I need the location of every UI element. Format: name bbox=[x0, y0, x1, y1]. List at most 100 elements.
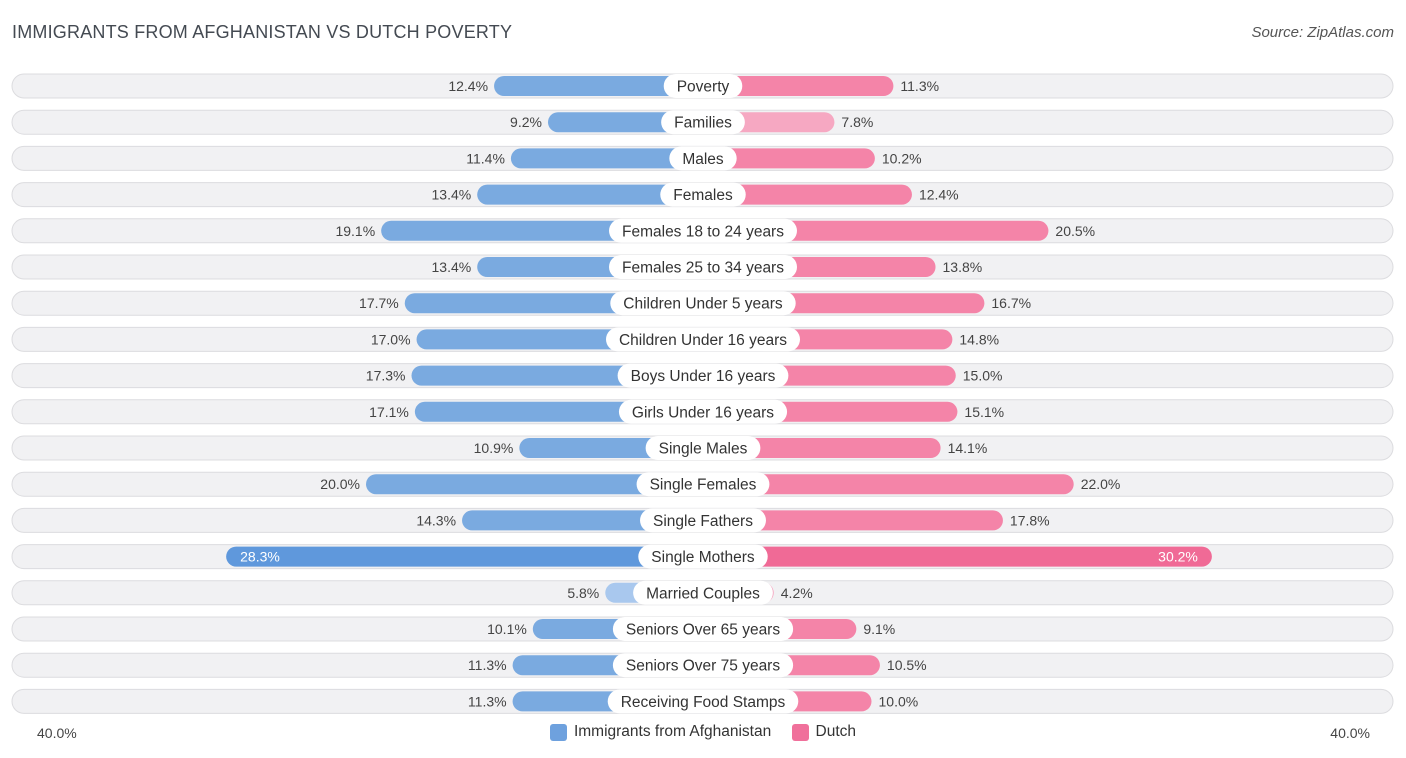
bar-row: 12.4% 11.3% Poverty bbox=[11, 73, 1394, 99]
value-label-afghanistan: 11.4% bbox=[466, 150, 505, 166]
category-pill bbox=[612, 653, 794, 678]
bar-dutch[interactable] bbox=[703, 184, 912, 205]
category-label: Families bbox=[674, 115, 732, 132]
category-label: Males bbox=[682, 151, 724, 168]
value-label-afghanistan: 12.4% bbox=[448, 78, 488, 94]
bar-row: 13.4% 13.8% Females 25 to 34 years bbox=[11, 254, 1394, 280]
bar-row: 11.3% 10.5% Seniors Over 75 years bbox=[11, 652, 1394, 678]
bar-dutch[interactable] bbox=[703, 148, 875, 169]
category-pill bbox=[610, 291, 796, 316]
value-label-afghanistan: 17.0% bbox=[371, 331, 411, 347]
legend: Immigrants from Afghanistan Dutch bbox=[0, 723, 1406, 746]
value-label-afghanistan: 14.3% bbox=[416, 512, 456, 528]
category-pill bbox=[640, 508, 766, 533]
category-label: Seniors Over 65 years bbox=[626, 622, 780, 639]
category-label: Married Couples bbox=[646, 585, 760, 602]
value-label-dutch: 4.2% bbox=[781, 585, 813, 601]
bar-row: 20.0% 22.0% Single Females bbox=[11, 471, 1394, 497]
chart-title: IMMIGRANTS FROM AFGHANISTAN VS DUTCH POV… bbox=[12, 22, 513, 42]
value-label-dutch: 15.0% bbox=[963, 368, 1003, 384]
bar-afghanistan[interactable] bbox=[366, 474, 703, 495]
category-pill bbox=[633, 580, 773, 605]
bar-row: 17.3% 15.0% Boys Under 16 years bbox=[11, 363, 1394, 389]
value-label-dutch: 14.8% bbox=[959, 331, 999, 347]
category-pill bbox=[609, 218, 797, 243]
value-label-dutch: 9.1% bbox=[863, 621, 895, 637]
category-label: Single Fathers bbox=[653, 513, 753, 530]
category-pill bbox=[605, 327, 801, 352]
bar-row: 10.1% 9.1% Seniors Over 65 years bbox=[11, 616, 1394, 642]
bar-dutch[interactable] bbox=[703, 76, 894, 96]
value-label-dutch: 12.4% bbox=[919, 187, 959, 203]
value-label-dutch: 10.0% bbox=[879, 693, 919, 709]
category-pill bbox=[661, 110, 745, 135]
source-label: Source: ZipAtlas.com bbox=[1251, 24, 1394, 41]
category-label: Children Under 5 years bbox=[623, 296, 783, 313]
value-label-dutch: 14.1% bbox=[948, 440, 988, 456]
bar-row: 5.8% 4.2% Married Couples bbox=[11, 580, 1394, 606]
value-label-dutch: 7.8% bbox=[841, 114, 873, 130]
bar-dutch[interactable] bbox=[703, 474, 1074, 495]
value-label-afghanistan: 17.3% bbox=[366, 368, 406, 384]
value-label-dutch: 10.5% bbox=[887, 657, 927, 673]
value-label-afghanistan: 13.4% bbox=[432, 259, 472, 275]
category-pill bbox=[607, 689, 799, 714]
bar-row: 17.7% 16.7% Children Under 5 years bbox=[11, 290, 1394, 316]
axis-right-label: 40.0% bbox=[1330, 725, 1370, 741]
legend-swatch-dutch bbox=[791, 723, 809, 741]
category-label: Females bbox=[673, 187, 733, 204]
category-label: Single Females bbox=[650, 477, 757, 494]
category-label: Seniors Over 75 years bbox=[626, 658, 780, 675]
category-label: Children Under 16 years bbox=[619, 332, 787, 349]
bar-row: 9.2% 7.8% Families bbox=[11, 109, 1394, 135]
legend-label-afghanistan: Immigrants from Afghanistan bbox=[573, 723, 772, 740]
bar-row: 28.3% 30.2% Single Mothers bbox=[11, 544, 1394, 570]
legend-item-afghanistan[interactable]: Immigrants from Afghanistan bbox=[549, 723, 772, 741]
value-label-afghanistan: 19.1% bbox=[335, 223, 375, 239]
category-label: Females 25 to 34 years bbox=[622, 260, 784, 277]
value-label-afghanistan: 9.2% bbox=[510, 114, 542, 130]
category-pill bbox=[612, 617, 794, 641]
value-label-afghanistan: 17.1% bbox=[369, 404, 409, 420]
value-label-dutch: 30.2% bbox=[1158, 549, 1198, 565]
bar-afghanistan[interactable] bbox=[510, 148, 703, 169]
bar-row: 10.9% 14.1% Single Males bbox=[11, 435, 1394, 461]
value-label-dutch: 15.1% bbox=[964, 404, 1004, 420]
bar-row: 19.1% 20.5% Females 18 to 24 years bbox=[11, 218, 1394, 244]
category-pill bbox=[617, 363, 789, 388]
bar-afghanistan[interactable] bbox=[477, 184, 703, 205]
value-label-afghanistan: 28.3% bbox=[240, 549, 280, 565]
axis-left-label: 40.0% bbox=[37, 725, 77, 741]
category-pill bbox=[663, 74, 743, 98]
category-label: Girls Under 16 years bbox=[632, 404, 774, 421]
value-label-afghanistan: 5.8% bbox=[567, 585, 599, 601]
bar-dutch[interactable] bbox=[703, 438, 941, 458]
value-label-dutch: 17.8% bbox=[1010, 512, 1050, 528]
legend-item-dutch[interactable]: Dutch bbox=[791, 723, 856, 741]
bar-dutch[interactable] bbox=[703, 546, 1212, 567]
bar-row: 13.4% 12.4% Females bbox=[11, 182, 1394, 208]
category-pill bbox=[669, 146, 737, 171]
value-label-dutch: 10.2% bbox=[882, 150, 922, 166]
category-pill bbox=[609, 255, 797, 279]
bar-afghanistan[interactable] bbox=[226, 546, 703, 567]
category-pill bbox=[660, 182, 746, 207]
bar-row: 11.4% 10.2% Males bbox=[11, 145, 1394, 171]
category-label: Receiving Food Stamps bbox=[621, 694, 786, 711]
category-pill bbox=[638, 544, 768, 569]
bar-afghanistan[interactable] bbox=[494, 76, 703, 96]
value-label-afghanistan: 20.0% bbox=[320, 476, 360, 492]
value-label-afghanistan: 13.4% bbox=[432, 187, 472, 203]
value-label-dutch: 11.3% bbox=[900, 78, 939, 94]
value-label-dutch: 16.7% bbox=[991, 295, 1031, 311]
bar-dutch[interactable] bbox=[703, 510, 1003, 531]
bar-row: 11.3% 10.0% Receiving Food Stamps bbox=[11, 688, 1394, 714]
category-label: Single Males bbox=[659, 441, 748, 458]
value-label-afghanistan: 10.1% bbox=[487, 621, 527, 637]
category-label: Single Mothers bbox=[651, 549, 755, 566]
value-label-dutch: 13.8% bbox=[943, 259, 983, 275]
category-label: Females 18 to 24 years bbox=[622, 223, 784, 240]
bar-row: 14.3% 17.8% Single Fathers bbox=[11, 507, 1394, 533]
bar-row: 17.0% 14.8% Children Under 16 years bbox=[11, 326, 1394, 352]
